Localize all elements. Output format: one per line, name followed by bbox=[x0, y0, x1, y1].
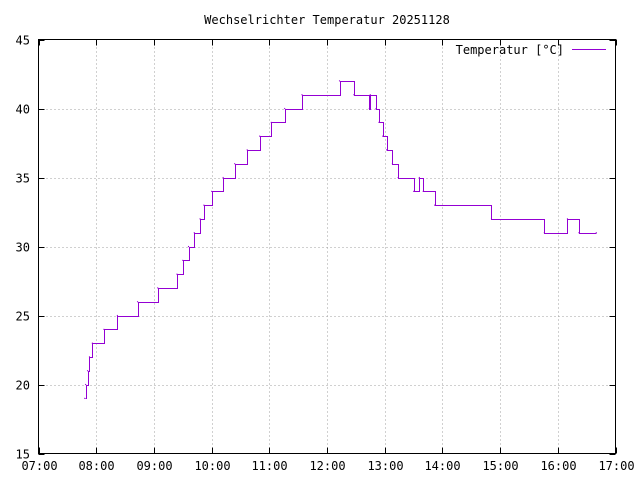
data-point bbox=[595, 232, 597, 234]
y-tick-label: 45 bbox=[16, 34, 30, 48]
data-point bbox=[301, 94, 303, 96]
x-tick-label: 08:00 bbox=[78, 459, 114, 473]
series-layer bbox=[84, 80, 597, 399]
y-tick-label: 20 bbox=[16, 379, 30, 393]
plot-border bbox=[38, 39, 616, 454]
y-tick-label: 40 bbox=[16, 103, 30, 117]
data-point bbox=[566, 218, 569, 220]
data-point bbox=[246, 149, 248, 151]
data-point bbox=[193, 232, 195, 234]
data-point bbox=[211, 190, 213, 192]
data-point bbox=[422, 190, 424, 192]
data-point bbox=[88, 356, 91, 358]
data-point bbox=[91, 342, 93, 344]
data-point bbox=[203, 204, 205, 206]
x-tick-label: 13:00 bbox=[367, 459, 403, 473]
data-point bbox=[270, 121, 272, 123]
data-point bbox=[386, 149, 388, 151]
y-axis: 15 20 25 30 35 40 45 bbox=[16, 34, 616, 462]
x-tick-label: 07:00 bbox=[21, 459, 57, 473]
data-point bbox=[199, 218, 201, 220]
data-point bbox=[136, 301, 139, 303]
y-tick-label: 15 bbox=[16, 448, 30, 462]
x-axis: 07:00 08:00 09:00 10:00 11:00 12:00 13:00 14:00… bbox=[21, 39, 635, 473]
grid-lines bbox=[38, 39, 616, 454]
data-point bbox=[234, 163, 236, 165]
data-point bbox=[103, 328, 105, 330]
data-point bbox=[176, 273, 178, 275]
data-point bbox=[84, 397, 86, 399]
data-point bbox=[353, 94, 355, 96]
x-tick-label: 12:00 bbox=[309, 459, 345, 473]
data-point bbox=[338, 80, 341, 82]
data-point bbox=[578, 232, 580, 234]
data-point bbox=[182, 259, 184, 261]
data-point bbox=[418, 176, 420, 179]
legend: Temperatur [°C] bbox=[456, 43, 606, 57]
x-tick-label: 10:00 bbox=[194, 459, 230, 473]
y-tick-label: 30 bbox=[16, 241, 30, 255]
x-tick-label: 17:00 bbox=[598, 459, 634, 473]
data-point bbox=[368, 107, 370, 110]
data-point bbox=[222, 176, 224, 179]
data-point bbox=[434, 204, 436, 206]
x-tick-label: 16:00 bbox=[540, 459, 576, 473]
data-point bbox=[378, 121, 380, 123]
chart-title: Wechselrichter Temperatur 20251128 bbox=[204, 13, 450, 27]
data-point bbox=[543, 232, 545, 234]
data-point bbox=[85, 383, 87, 386]
data-point bbox=[369, 94, 371, 96]
x-tick-label: 09:00 bbox=[136, 459, 172, 473]
data-point bbox=[490, 218, 493, 220]
y-tick-label: 25 bbox=[16, 310, 30, 324]
data-point bbox=[86, 370, 89, 372]
data-point bbox=[187, 245, 190, 248]
data-point bbox=[375, 107, 377, 110]
data-point bbox=[412, 190, 415, 192]
y-tick-label: 35 bbox=[16, 172, 30, 186]
data-point bbox=[157, 287, 159, 289]
data-point bbox=[397, 176, 399, 179]
data-point bbox=[116, 314, 118, 317]
data-point bbox=[382, 135, 384, 137]
data-point bbox=[284, 107, 286, 110]
x-tick-label: 11:00 bbox=[251, 459, 287, 473]
x-tick-label: 14:00 bbox=[424, 459, 460, 473]
x-tick-label: 15:00 bbox=[482, 459, 518, 473]
data-point bbox=[259, 135, 261, 137]
data-point bbox=[391, 163, 393, 165]
series-line-temperature bbox=[85, 81, 597, 399]
legend-label: Temperatur [°C] bbox=[456, 43, 564, 57]
